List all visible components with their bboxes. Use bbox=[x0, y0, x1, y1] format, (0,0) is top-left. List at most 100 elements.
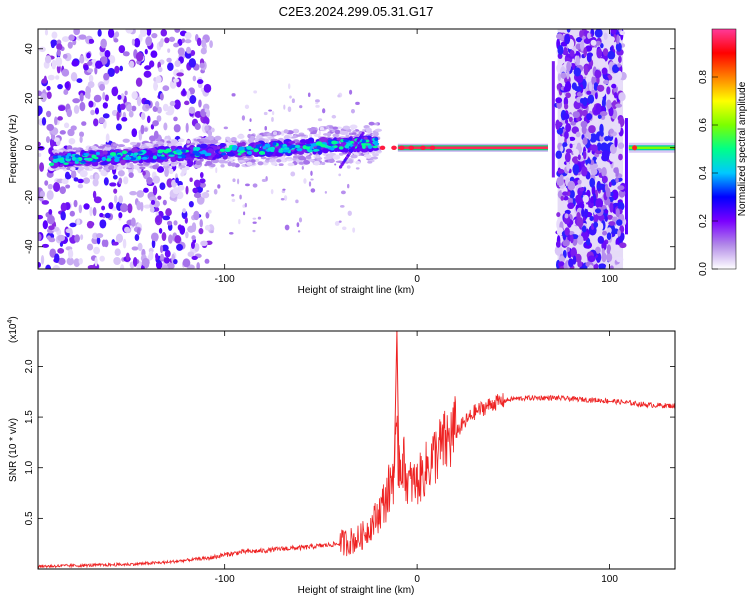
noise-blob bbox=[109, 55, 116, 64]
burst-blob bbox=[579, 40, 585, 52]
signal-halo bbox=[203, 139, 211, 144]
noise-blob bbox=[64, 81, 70, 89]
noise-blob bbox=[124, 226, 131, 233]
burst-blob bbox=[614, 244, 620, 252]
noise-blob bbox=[128, 60, 135, 68]
burst-blob bbox=[587, 65, 593, 70]
noise-blob bbox=[132, 256, 138, 267]
noise-blob bbox=[162, 215, 171, 221]
signal-core bbox=[80, 161, 87, 164]
snr-spike bbox=[393, 331, 400, 488]
burst-blob bbox=[604, 183, 609, 193]
noise-blob bbox=[209, 40, 213, 48]
signal-halo bbox=[254, 137, 259, 143]
burst-blob bbox=[617, 185, 625, 191]
noise-blob bbox=[47, 183, 53, 190]
noise-blob bbox=[159, 245, 164, 254]
noise-blob bbox=[210, 230, 214, 234]
burst-blob bbox=[590, 196, 594, 204]
signal-halo bbox=[326, 132, 332, 137]
noise-blob bbox=[318, 130, 321, 136]
burst-blob bbox=[618, 55, 622, 64]
noise-blob bbox=[90, 109, 95, 116]
noise-blob bbox=[194, 111, 202, 118]
noise-blob bbox=[334, 163, 337, 166]
signal-halo bbox=[283, 129, 289, 134]
noise-blob bbox=[44, 55, 52, 64]
burst-blob bbox=[558, 255, 566, 263]
signal-halo bbox=[209, 139, 218, 145]
burst-blob bbox=[557, 73, 561, 82]
signal-body bbox=[131, 147, 139, 153]
signal-body bbox=[297, 151, 304, 155]
noise-blob bbox=[157, 195, 162, 200]
noise-blob bbox=[88, 38, 95, 44]
noise-blob bbox=[95, 233, 104, 239]
noise-blob bbox=[120, 93, 125, 101]
noise-blob bbox=[104, 212, 111, 219]
snr-frame bbox=[37, 330, 676, 570]
burst-blob bbox=[602, 230, 608, 236]
signal-core bbox=[239, 150, 244, 154]
burst-blob bbox=[599, 130, 604, 137]
noise-blob bbox=[40, 255, 45, 265]
burst-blob bbox=[612, 64, 619, 74]
burst-blob bbox=[594, 70, 602, 79]
noise-blob bbox=[39, 162, 45, 172]
burst-blob bbox=[593, 118, 599, 128]
burst-blob bbox=[589, 177, 596, 188]
noise-blob bbox=[191, 235, 196, 241]
noise-blob bbox=[56, 49, 61, 57]
burst-blob bbox=[610, 179, 617, 186]
snr-y-ticks: 0.5 1.0 1.5 2.0 bbox=[24, 359, 675, 525]
noise-blob bbox=[165, 111, 174, 116]
burst-blob bbox=[596, 142, 602, 151]
noise-blob bbox=[355, 167, 360, 170]
noise-blob bbox=[136, 190, 145, 198]
noise-blob bbox=[79, 101, 86, 112]
noise-blob bbox=[149, 207, 155, 213]
noise-blob bbox=[94, 107, 100, 115]
noise-blob bbox=[148, 135, 156, 142]
signal-halo bbox=[97, 145, 105, 149]
signal-core bbox=[160, 156, 167, 160]
noise-blob bbox=[79, 170, 88, 178]
noise-blob bbox=[115, 123, 122, 131]
noise-blob bbox=[181, 38, 185, 43]
noise-blob bbox=[184, 39, 192, 44]
noise-blob bbox=[200, 240, 208, 247]
burst-blob bbox=[616, 34, 620, 45]
noise-blob bbox=[322, 108, 326, 114]
noise-blob bbox=[41, 200, 50, 205]
noise-blob bbox=[94, 173, 100, 180]
noise-blob bbox=[100, 56, 108, 65]
noise-blob bbox=[88, 74, 94, 83]
noise-blob bbox=[70, 125, 77, 131]
burst-blob bbox=[609, 202, 614, 213]
noise-blob bbox=[73, 258, 81, 268]
noise-blob bbox=[315, 99, 320, 103]
noise-blob bbox=[99, 212, 104, 218]
burst-blob bbox=[564, 200, 568, 211]
signal-halo bbox=[367, 160, 373, 164]
burst-blob bbox=[587, 163, 591, 169]
noise-blob bbox=[352, 227, 356, 233]
burst-blob bbox=[592, 163, 599, 169]
noise-blob bbox=[86, 243, 94, 251]
noise-blob bbox=[67, 41, 73, 49]
signal-core bbox=[272, 142, 277, 146]
burst-blob bbox=[579, 30, 584, 38]
burst-blob bbox=[596, 48, 603, 59]
signal-core bbox=[368, 145, 373, 149]
signal-halo bbox=[302, 160, 311, 165]
burst-blob bbox=[617, 142, 625, 150]
burst-blob bbox=[563, 86, 569, 93]
signal-core bbox=[95, 151, 100, 156]
signal-halo bbox=[129, 162, 134, 168]
noise-blob bbox=[185, 231, 189, 239]
signal-core bbox=[344, 144, 350, 149]
signal-halo bbox=[338, 152, 344, 156]
signal-halo bbox=[265, 157, 270, 161]
burst-blob bbox=[615, 103, 623, 108]
x-tick-label: 100 bbox=[601, 574, 618, 585]
